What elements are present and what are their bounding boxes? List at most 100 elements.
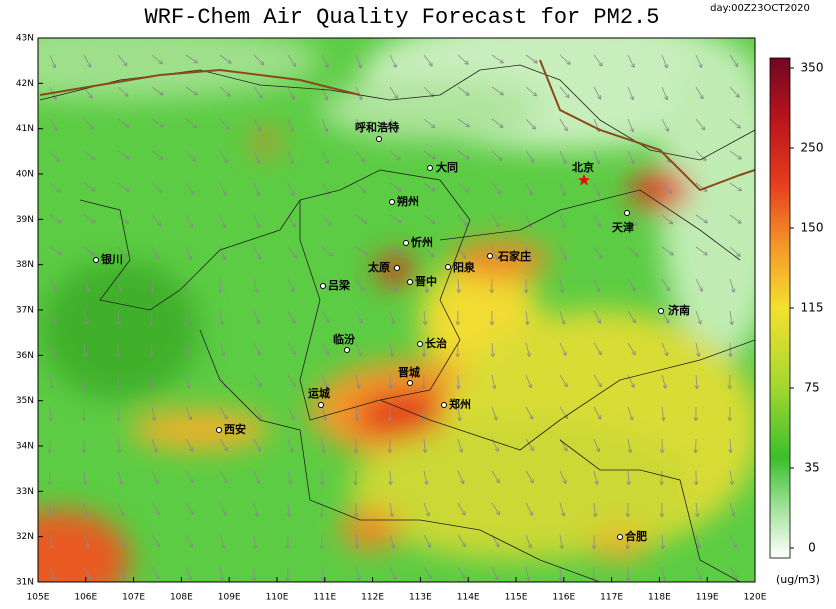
wind-arrow — [389, 566, 397, 580]
wind-arrow — [389, 150, 401, 161]
wind-arrow — [117, 278, 123, 293]
wind-arrow — [149, 342, 155, 358]
wind-arrow — [489, 278, 494, 294]
wind-arrow — [287, 86, 295, 100]
wind-arrow — [695, 86, 704, 100]
wind-arrow — [117, 566, 126, 580]
wind-arrow — [321, 54, 329, 69]
wind-arrow — [423, 470, 429, 485]
wind-arrow — [729, 86, 740, 98]
city-dot — [417, 341, 423, 347]
wind-arrow — [287, 118, 295, 133]
wind-arrow — [559, 150, 567, 165]
city-label: 阳泉 — [453, 260, 476, 274]
wind-arrow — [252, 534, 258, 550]
wind-arrow — [184, 342, 190, 358]
wind-arrow — [219, 310, 224, 326]
wind-arrow — [559, 534, 564, 550]
wind-arrow — [491, 374, 497, 389]
wind-arrow — [151, 150, 164, 160]
city-dot — [376, 136, 382, 142]
wind-arrow — [287, 342, 296, 356]
lat-label: 41N — [16, 124, 34, 134]
wind-arrow — [185, 566, 192, 581]
wind-arrow — [49, 566, 56, 581]
wind-arrow — [49, 150, 60, 163]
wind-arrow — [729, 470, 735, 486]
wind-arrow — [456, 278, 461, 294]
wind-arrow — [321, 310, 330, 324]
wind-arrow — [525, 566, 531, 581]
wind-arrow — [185, 182, 195, 195]
wind-arrow — [627, 406, 634, 421]
wind-arrow — [525, 438, 534, 452]
wind-arrow — [185, 86, 198, 96]
wind-arrow — [321, 118, 329, 133]
wind-arrow — [491, 86, 504, 96]
wind-arrow — [115, 406, 121, 422]
wind-arrow — [729, 214, 742, 224]
wind-arrow — [185, 214, 193, 228]
wind-arrow — [593, 470, 599, 485]
city-dot — [320, 283, 326, 289]
wind-arrow — [115, 342, 121, 358]
wind-arrow — [355, 150, 365, 163]
wind-arrow — [559, 502, 566, 517]
wind-arrows — [47, 54, 742, 582]
wind-arrow — [355, 310, 363, 324]
wind-arrow — [82, 342, 88, 358]
wind-arrow — [593, 278, 601, 293]
wind-arrow — [491, 150, 503, 162]
wind-arrow — [559, 374, 568, 388]
wind-arrow — [83, 246, 96, 257]
colorbar-tick-label: 150 — [801, 221, 824, 235]
wind-arrow — [525, 118, 536, 130]
wind-arrow — [355, 54, 362, 69]
lat-label: 32N — [16, 532, 34, 542]
wind-arrow — [455, 342, 461, 358]
wind-arrow — [729, 502, 736, 517]
wind-arrow — [695, 310, 702, 325]
wind-arrow — [559, 86, 570, 99]
city-label: 北京 — [572, 160, 594, 174]
lat-label: 37N — [16, 306, 34, 316]
wind-arrow — [48, 406, 53, 422]
wind-arrow — [286, 502, 291, 518]
city-dot — [445, 264, 451, 270]
wind-arrow — [421, 342, 427, 358]
wind-arrow — [661, 406, 666, 422]
colorbar-tick-label: 115 — [801, 301, 824, 315]
wind-arrow — [151, 438, 158, 453]
wind-arrow — [287, 182, 295, 197]
wind-arrow — [49, 342, 56, 357]
wind-arrow — [421, 374, 426, 390]
wind-arrow — [185, 534, 194, 548]
wind-arrow — [253, 406, 262, 420]
wind-arrow — [627, 86, 635, 101]
wind-arrow — [727, 406, 733, 422]
wind-arrow — [559, 278, 565, 294]
lon-label: 108E — [170, 593, 193, 603]
field — [38, 38, 755, 582]
wind-arrow — [287, 150, 295, 165]
wind-arrow — [321, 438, 326, 454]
city-label: 长治 — [425, 336, 447, 350]
city-label: 天津 — [612, 220, 634, 234]
wind-arrow — [117, 502, 125, 517]
wind-arrow — [253, 182, 260, 197]
wind-arrow — [729, 246, 741, 257]
wind-arrow — [253, 438, 262, 452]
wind-arrow — [219, 214, 227, 229]
wind-arrow — [83, 118, 95, 130]
lon-label: 112E — [361, 593, 384, 603]
wind-arrow — [457, 54, 469, 65]
city-label: 郑州 — [449, 397, 471, 411]
wind-arrow — [219, 342, 226, 357]
colorbar-tick-label: 0 — [808, 541, 816, 555]
wind-arrow — [321, 150, 329, 164]
wind-arrow — [319, 502, 324, 518]
wind-arrow — [151, 502, 160, 516]
wind-arrow — [729, 54, 739, 68]
wind-arrow — [49, 182, 61, 193]
wind-arrow — [49, 214, 62, 224]
